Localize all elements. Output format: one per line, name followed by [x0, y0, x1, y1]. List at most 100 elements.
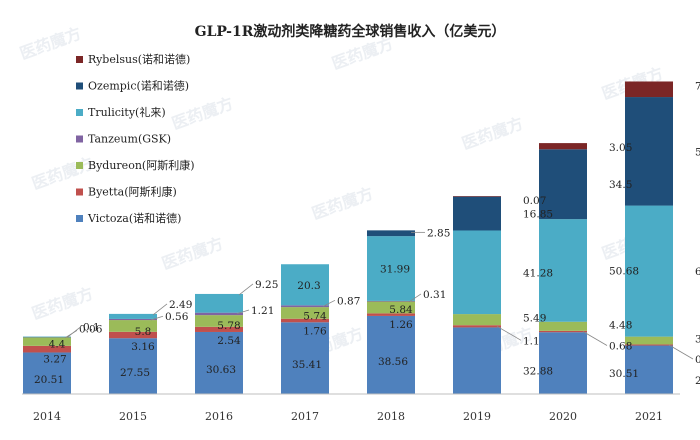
data-label: 2.54	[217, 335, 241, 347]
data-label: 23.93	[695, 375, 700, 387]
bar-segment	[281, 264, 329, 306]
bar-segment	[539, 219, 587, 322]
data-label: 9.25	[255, 279, 278, 291]
data-label: 7.69	[695, 80, 700, 92]
legend-swatch	[76, 188, 83, 196]
x-tick-label: 2017	[291, 410, 319, 423]
leader-line	[150, 315, 164, 321]
x-tick-label: 2014	[33, 410, 61, 423]
bar-segment	[539, 149, 587, 220]
data-label: 0.87	[337, 295, 360, 307]
legend-label: Ozempic(诺和诺德)	[88, 79, 189, 93]
legend-label: Victoza(诺和诺德)	[87, 211, 181, 225]
leader-line	[496, 325, 522, 341]
leader-line	[668, 344, 694, 360]
bar-segment	[109, 331, 157, 339]
data-label: 0.06	[79, 323, 103, 335]
bar-segment	[625, 97, 673, 206]
data-label: 2.49	[169, 299, 192, 311]
data-label: 5.84	[389, 304, 413, 316]
data-label: 0.56	[165, 311, 189, 323]
x-tick-label: 2020	[549, 410, 577, 423]
legend-label: Byetta(阿斯利康)	[88, 185, 177, 199]
legend-label: Bydureon(阿斯利康)	[88, 158, 194, 172]
bar-segment	[453, 325, 501, 328]
legend-swatch	[76, 135, 83, 143]
data-label: 3.05	[609, 142, 632, 154]
x-axis: 2014 2015 2016 2017 2018 2019 2020 2021	[22, 393, 680, 423]
bar-segment	[453, 314, 501, 326]
leader-line	[236, 309, 250, 315]
bar-segment	[23, 336, 71, 346]
leader-line	[408, 293, 422, 303]
leader-line	[238, 283, 254, 296]
legend: Rybelsus(诺和诺德) Ozempic(诺和诺德) Trulicity(礼来)…	[76, 52, 194, 225]
bar-segment	[625, 345, 673, 394]
bar-segment	[367, 300, 415, 302]
bar-segment	[195, 331, 243, 394]
bar-segment	[23, 352, 71, 394]
data-label: 30.63	[206, 364, 236, 376]
bar-segment	[195, 293, 243, 313]
legend-swatch	[76, 215, 83, 222]
legend-swatch	[76, 109, 83, 116]
data-label: 5.8	[135, 326, 152, 338]
data-label: 2.85	[427, 227, 450, 239]
data-label: 3.27	[43, 353, 66, 365]
bar-segment	[625, 336, 673, 345]
chart-title: GLP-1R激动剂类降糖药全球销售收入（亿美元）	[195, 23, 506, 40]
data-label: 3.85	[695, 334, 700, 346]
bar-segment	[109, 338, 157, 394]
data-label: 0.07	[523, 195, 546, 207]
data-label: 50.68	[609, 265, 639, 277]
bar-segment	[109, 320, 157, 332]
data-label: 35.41	[292, 359, 322, 371]
data-label: 30.51	[609, 368, 639, 380]
data-label: 5.49	[523, 313, 546, 325]
data-label: 4.4	[49, 338, 66, 350]
legend-swatch	[76, 162, 83, 169]
bar-segment	[539, 321, 587, 331]
x-tick-label: 2015	[119, 410, 147, 423]
data-label: 0.68	[609, 341, 632, 353]
legend-label: Trulicity(礼来)	[88, 105, 166, 119]
legend-label: Tanzeum(GSK)	[88, 133, 171, 146]
bar-segment	[23, 336, 71, 338]
bar-segment	[281, 305, 329, 308]
bar-segment	[367, 313, 415, 316]
data-label: 5.74	[303, 310, 327, 322]
x-tick-label: 2016	[205, 410, 233, 423]
data-label: 3.16	[131, 341, 155, 353]
data-label: 0.31	[423, 289, 446, 301]
leader-line	[322, 299, 336, 307]
bar-segment	[109, 318, 157, 321]
bar-segment	[453, 196, 501, 197]
data-label: 32.88	[523, 366, 553, 378]
bar-segment	[367, 315, 415, 394]
bars	[23, 81, 673, 394]
bar-segment	[539, 143, 587, 150]
legend-swatch	[76, 56, 83, 63]
data-label: 1.26	[389, 319, 413, 331]
bar-segment	[195, 312, 243, 316]
bar-segment	[281, 318, 329, 323]
data-label: 1.21	[251, 305, 274, 317]
bar-segment	[281, 307, 329, 319]
bar-segment	[367, 301, 415, 314]
bar-segment	[625, 81, 673, 98]
bar-segment	[195, 326, 243, 332]
leader-line	[582, 331, 608, 346]
data-label: 53.59	[695, 146, 700, 158]
data-label: 27.55	[120, 367, 150, 379]
bar-segment	[453, 327, 501, 394]
data-label: 41.28	[523, 267, 553, 279]
bar-segment	[453, 196, 501, 231]
data-label: 4.48	[609, 319, 632, 331]
bar-segment	[367, 236, 415, 301]
data-label: 64.72	[695, 266, 700, 278]
legend-label: Rybelsus(诺和诺德)	[88, 52, 190, 66]
bar-segment	[625, 344, 673, 346]
bar-segment	[539, 332, 587, 394]
data-label: 1.1	[523, 335, 540, 347]
